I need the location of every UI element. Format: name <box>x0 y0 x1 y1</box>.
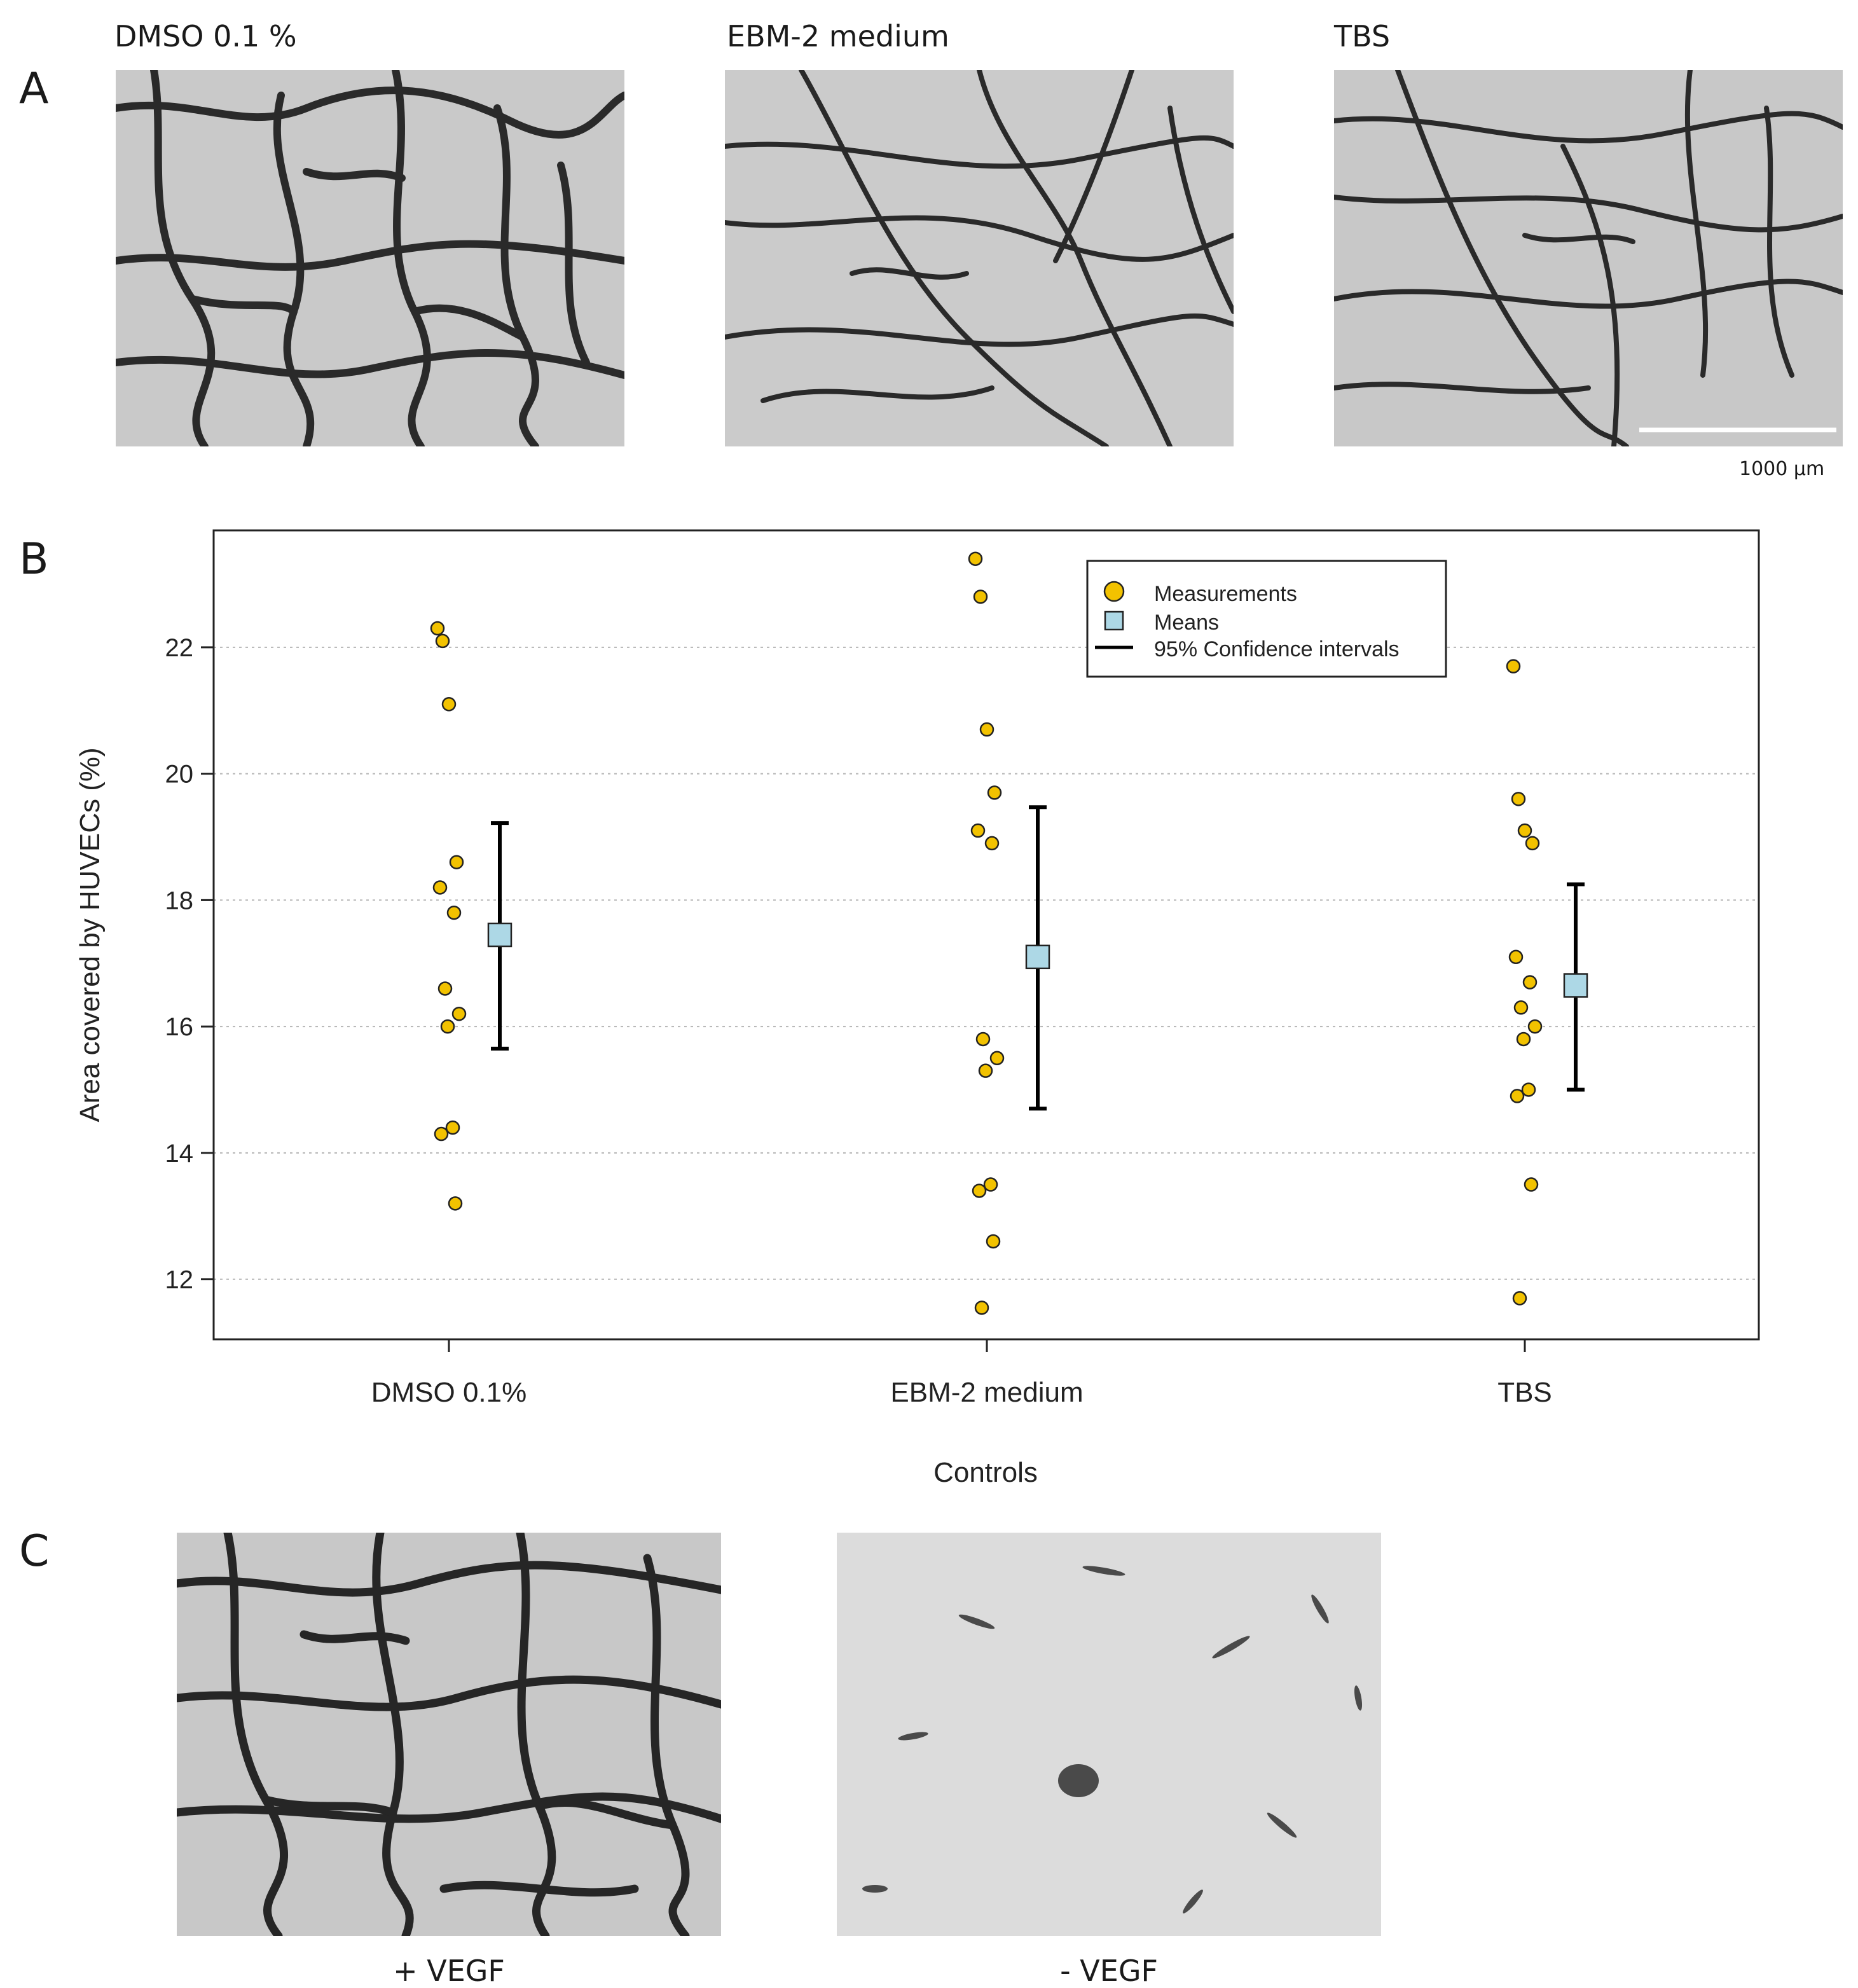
measurement-point <box>446 905 462 920</box>
measurement-point <box>974 1301 989 1315</box>
y-tick-label: 12 <box>165 1266 194 1294</box>
measurement-point <box>1508 949 1524 965</box>
x-tick-label: EBM-2 medium <box>890 1377 1083 1408</box>
x-tick-label: DMSO 0.1% <box>371 1377 527 1408</box>
mean-marker <box>1025 944 1050 970</box>
micrograph-minus-vegf <box>837 1533 1381 1936</box>
legend-ci: 95% Confidence intervals <box>1154 637 1400 661</box>
legend-measurements: Measurements <box>1154 582 1297 606</box>
measurement-point <box>1510 1089 1525 1103</box>
panel-label-b: B <box>19 534 49 584</box>
measurement-point <box>430 621 445 636</box>
legend-mean-icon <box>1104 611 1124 631</box>
y-tick-label: 22 <box>165 634 194 662</box>
legend-box <box>1086 560 1447 678</box>
measurement-point <box>973 590 988 604</box>
y-axis-label: Area covered by HUVECs (%) <box>74 747 106 1122</box>
measurement-point <box>1512 1291 1527 1306</box>
y-tick-label: 18 <box>165 887 194 915</box>
measurement-point <box>1516 1032 1531 1047</box>
y-tick-label: 16 <box>165 1013 194 1041</box>
measurement-point <box>975 1032 991 1047</box>
mean-marker <box>1563 973 1588 998</box>
measurement-point <box>1527 1019 1543 1034</box>
measurement-point <box>989 1051 1005 1066</box>
legend-means: Means <box>1154 611 1219 635</box>
measurement-point <box>987 785 1002 800</box>
legend-measurement-icon <box>1103 581 1125 602</box>
measurement-point <box>451 1006 467 1021</box>
measurement-point <box>986 1234 1001 1249</box>
y-axis: 12 14 16 18 20 22 <box>165 634 214 1294</box>
scatter-chart: 12 14 16 18 20 22 DMSO 0.1% EBM-2 medium TBS Co… <box>74 529 1760 1488</box>
measurement-point <box>978 1063 993 1078</box>
x-axis-label: Controls <box>933 1457 1038 1488</box>
scale-bar-label: 1000 µm <box>1739 458 1825 480</box>
measurement-point <box>983 1177 998 1192</box>
x-tick-label: TBS <box>1497 1377 1552 1408</box>
micrograph-ebm2 <box>725 70 1234 446</box>
measurement-point <box>1521 1082 1536 1097</box>
measurement-point <box>432 880 448 895</box>
panel-label-a: A <box>19 64 49 114</box>
measurement-point <box>449 855 464 869</box>
measurement-point <box>1524 1177 1539 1192</box>
measurement-point <box>437 981 453 996</box>
measurement-point <box>1525 836 1540 851</box>
measurement-point <box>970 823 986 838</box>
measurement-point <box>434 1126 449 1142</box>
measurement-point <box>445 1120 460 1135</box>
mean-marker <box>487 922 513 948</box>
legend: Measurements Means 95% Confidence interv… <box>1086 560 1447 678</box>
image-title-tbs: TBS <box>1334 19 1391 53</box>
y-tick-label: 20 <box>165 761 194 789</box>
panel-label-c: C <box>19 1526 50 1577</box>
measurement-point <box>1522 975 1538 990</box>
measurement-point <box>448 1196 463 1211</box>
measurement-point <box>1506 659 1521 673</box>
measurement-point <box>1511 792 1526 806</box>
micrograph-plus-vegf <box>177 1533 721 1936</box>
image-title-ebm2: EBM-2 medium <box>727 19 949 53</box>
caption-minus-vegf: - VEGF <box>1060 1954 1158 1988</box>
measurement-point <box>440 1019 455 1034</box>
micrograph-dmso <box>116 70 624 446</box>
caption-plus-vegf: + VEGF <box>393 1954 505 1988</box>
measurement-point <box>441 697 457 712</box>
measurement-point <box>972 1184 987 1198</box>
plot-frame <box>212 529 1760 1341</box>
measurement-point <box>1517 823 1532 838</box>
y-tick-label: 14 <box>165 1140 194 1168</box>
x-axis: DMSO 0.1% EBM-2 medium TBS <box>371 1339 1552 1408</box>
measurement-point <box>435 633 450 649</box>
image-title-dmso: DMSO 0.1 % <box>114 19 297 53</box>
measurement-point <box>984 836 1000 851</box>
micrograph-tbs <box>1334 70 1843 446</box>
measurement-point <box>968 551 983 566</box>
chart-marks <box>430 551 1588 1315</box>
measurement-point <box>979 722 994 737</box>
measurement-point <box>1513 1000 1529 1015</box>
